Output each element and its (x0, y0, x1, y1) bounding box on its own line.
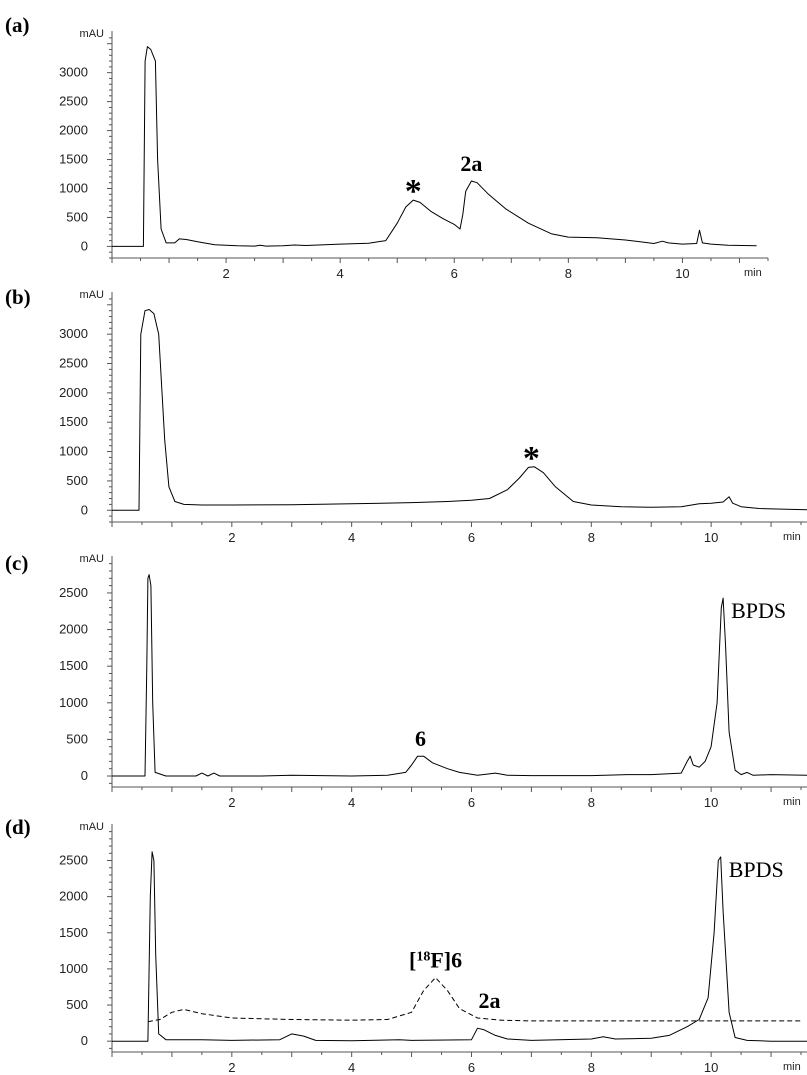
x-tick-label: 10 (704, 530, 718, 545)
x-axis-unit-label: min (783, 1061, 801, 1073)
x-tick-label: 10 (704, 1060, 718, 1075)
y-tick-label: 2000 (59, 385, 88, 400)
peak-annotation: BPDS (729, 857, 784, 882)
chart-panel-c: (c) 0 500 1000 1500 2000 2500 mAU 2 4 6 8 10 min 6 BPDS (5, 551, 807, 810)
y-tick-label: 1500 (59, 658, 88, 673)
x-tick-label: 10 (675, 266, 689, 281)
y-tick-label: 0 (81, 238, 88, 253)
x-tick-label: 6 (468, 795, 475, 810)
y-tick-label: 2500 (59, 585, 88, 600)
y-tick-label: 1000 (59, 180, 88, 195)
x-tick-label: 6 (468, 1060, 475, 1075)
peak-annotation: * (523, 440, 540, 477)
x-tick-label: 2 (228, 530, 235, 545)
y-tick-label: 2500 (59, 94, 88, 109)
x-tick-label: 8 (588, 795, 595, 810)
x-tick-label: 2 (228, 795, 235, 810)
y-tick-label: 1500 (59, 152, 88, 167)
trace-solid (112, 46, 757, 247)
peak-annotation: [18F]6 (409, 948, 462, 973)
x-tick-label: 2 (228, 1060, 235, 1075)
trace-solid (112, 574, 807, 777)
y-tick-label: 3000 (59, 65, 88, 80)
y-axis-unit-label: mAU (80, 28, 105, 40)
trace-dashed (147, 977, 801, 1023)
x-axis-unit-label: min (744, 267, 762, 279)
x-axis-unit-label: min (783, 531, 801, 543)
chart-panel-d: (d) 0 500 1000 1500 2000 2500 mAU 2 4 6 8 10 min [18F]… (5, 815, 807, 1075)
panel-label: (a) (5, 13, 30, 37)
panel-label: (d) (5, 815, 31, 839)
x-tick-label: 8 (565, 266, 572, 281)
y-tick-label: 500 (66, 473, 88, 488)
x-axis-unit-label: min (783, 796, 801, 808)
x-tick-label: 8 (588, 530, 595, 545)
x-tick-label: 8 (588, 1060, 595, 1075)
x-tick-label: 4 (337, 266, 344, 281)
y-tick-label: 2000 (59, 622, 88, 637)
y-tick-label: 0 (81, 502, 88, 517)
x-tick-label: 4 (348, 530, 355, 545)
chart-panel-a: (a) 0 500 1000 1500 2000 2500 3000 mAU 2 4 6 8 10 min *… (5, 13, 769, 281)
x-tick-label: 6 (451, 266, 458, 281)
y-tick-label: 1500 (59, 414, 88, 429)
trace-solid (112, 309, 807, 511)
y-tick-label: 1500 (59, 925, 88, 940)
chart-panel-b: (b) 0 500 1000 1500 2000 2500 3000 mAU 2 4 6 8 10 min * (5, 285, 807, 545)
y-tick-label: 1000 (59, 444, 88, 459)
y-axis-unit-label: mAU (80, 553, 105, 565)
y-tick-label: 1000 (59, 695, 88, 710)
y-axis-unit-label: mAU (80, 289, 105, 301)
peak-annotation: * (405, 173, 422, 210)
peak-annotation: BPDS (731, 598, 786, 623)
panel-label: (b) (5, 285, 31, 309)
panel-label: (c) (5, 551, 28, 575)
y-tick-label: 3000 (59, 326, 88, 341)
y-tick-label: 2500 (59, 356, 88, 371)
y-axis-unit-label: mAU (80, 821, 105, 833)
y-tick-label: 500 (66, 731, 88, 746)
peak-annotation: 2a (478, 988, 500, 1013)
y-tick-label: 500 (66, 209, 88, 224)
peak-annotation: 6 (415, 726, 426, 751)
y-tick-label: 2500 (59, 853, 88, 868)
trace-solid (112, 851, 807, 1042)
y-tick-label: 2000 (59, 123, 88, 138)
peak-annotation: 2a (460, 151, 482, 176)
y-tick-label: 0 (81, 768, 88, 783)
y-tick-label: 0 (81, 1033, 88, 1048)
x-tick-label: 6 (468, 530, 475, 545)
x-tick-label: 10 (704, 795, 718, 810)
x-tick-label: 2 (222, 266, 229, 281)
x-tick-label: 4 (348, 1060, 355, 1075)
y-tick-label: 2000 (59, 889, 88, 904)
y-tick-label: 1000 (59, 961, 88, 976)
x-tick-label: 4 (348, 795, 355, 810)
y-tick-label: 500 (66, 997, 88, 1012)
